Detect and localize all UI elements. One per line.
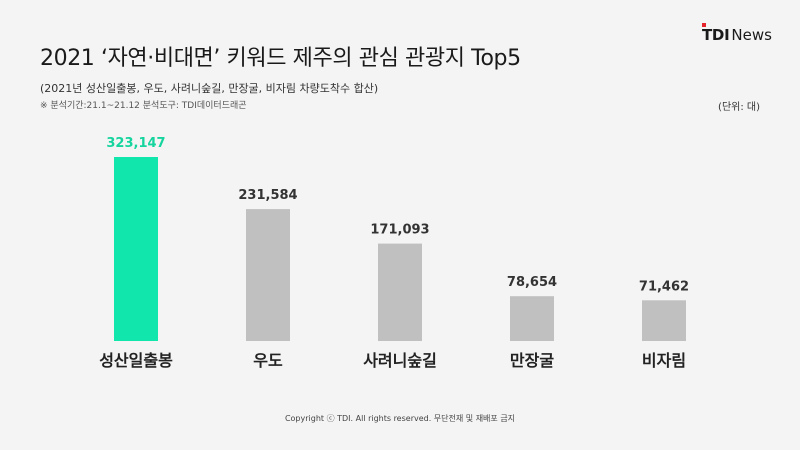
category-label-0: 성산일출봉: [99, 351, 173, 370]
value-label-4: 71,462: [639, 279, 689, 294]
category-label-2: 사려니숲길: [363, 351, 437, 370]
value-label-1: 231,584: [238, 188, 297, 203]
category-label-4: 비자림: [642, 351, 686, 370]
value-label-2: 171,093: [370, 223, 429, 238]
logo-mark: TDI: [702, 23, 730, 44]
value-label-3: 78,654: [507, 275, 557, 290]
bar-0: [114, 157, 158, 341]
chart-title: 2021 ‘자연·비대면’ 키워드 제주의 관심 관광지 Top5: [40, 46, 521, 71]
bar-4: [642, 300, 686, 341]
copyright-notice: Copyright ⓒ TDI. All rights reserved. 무단…: [284, 414, 516, 423]
bar-2: [378, 243, 422, 341]
category-label-1: 우도: [253, 351, 283, 370]
category-label-3: 만장굴: [510, 351, 554, 370]
unit-note: (단위: 대): [718, 102, 760, 113]
bar-3: [510, 296, 554, 341]
value-label-0: 323,147: [106, 136, 165, 151]
source-note: ※ 분석기간:21.1~21.12 분석도구: TDI데이터드래곤: [40, 101, 247, 111]
tdi-news-logo: TDI News: [702, 23, 772, 44]
bar-1: [246, 209, 290, 341]
logo-word: News: [731, 26, 772, 44]
chart-subtitle: (2021년 성산일출봉, 우도, 사려니숲길, 만장굴, 비자림 차량도착수 …: [40, 82, 379, 95]
